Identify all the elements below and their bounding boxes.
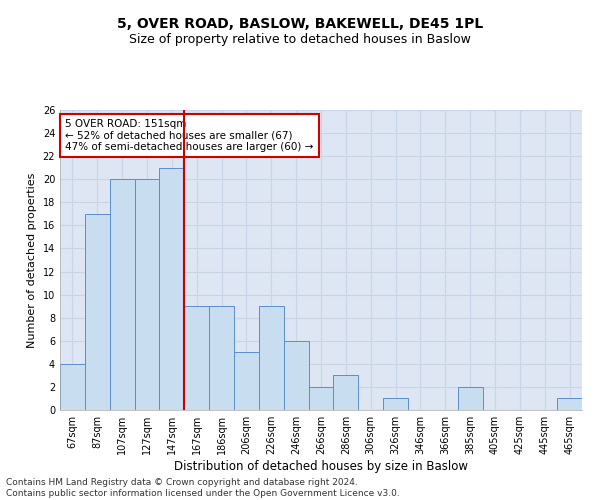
- Bar: [60, 364, 85, 410]
- Text: Contains HM Land Registry data © Crown copyright and database right 2024.
Contai: Contains HM Land Registry data © Crown c…: [6, 478, 400, 498]
- Bar: [383, 398, 408, 410]
- Bar: [308, 387, 334, 410]
- Text: 5 OVER ROAD: 151sqm
← 52% of detached houses are smaller (67)
47% of semi-detach: 5 OVER ROAD: 151sqm ← 52% of detached ho…: [65, 119, 314, 152]
- Y-axis label: Number of detached properties: Number of detached properties: [27, 172, 37, 348]
- Bar: [184, 306, 209, 410]
- Bar: [110, 179, 134, 410]
- Bar: [209, 306, 234, 410]
- Bar: [134, 179, 160, 410]
- Bar: [458, 387, 482, 410]
- Bar: [85, 214, 110, 410]
- Bar: [259, 306, 284, 410]
- Bar: [334, 376, 358, 410]
- Text: 5, OVER ROAD, BASLOW, BAKEWELL, DE45 1PL: 5, OVER ROAD, BASLOW, BAKEWELL, DE45 1PL: [117, 18, 483, 32]
- Bar: [557, 398, 582, 410]
- Bar: [234, 352, 259, 410]
- Text: Size of property relative to detached houses in Baslow: Size of property relative to detached ho…: [129, 32, 471, 46]
- X-axis label: Distribution of detached houses by size in Baslow: Distribution of detached houses by size …: [174, 460, 468, 473]
- Bar: [284, 341, 308, 410]
- Bar: [160, 168, 184, 410]
